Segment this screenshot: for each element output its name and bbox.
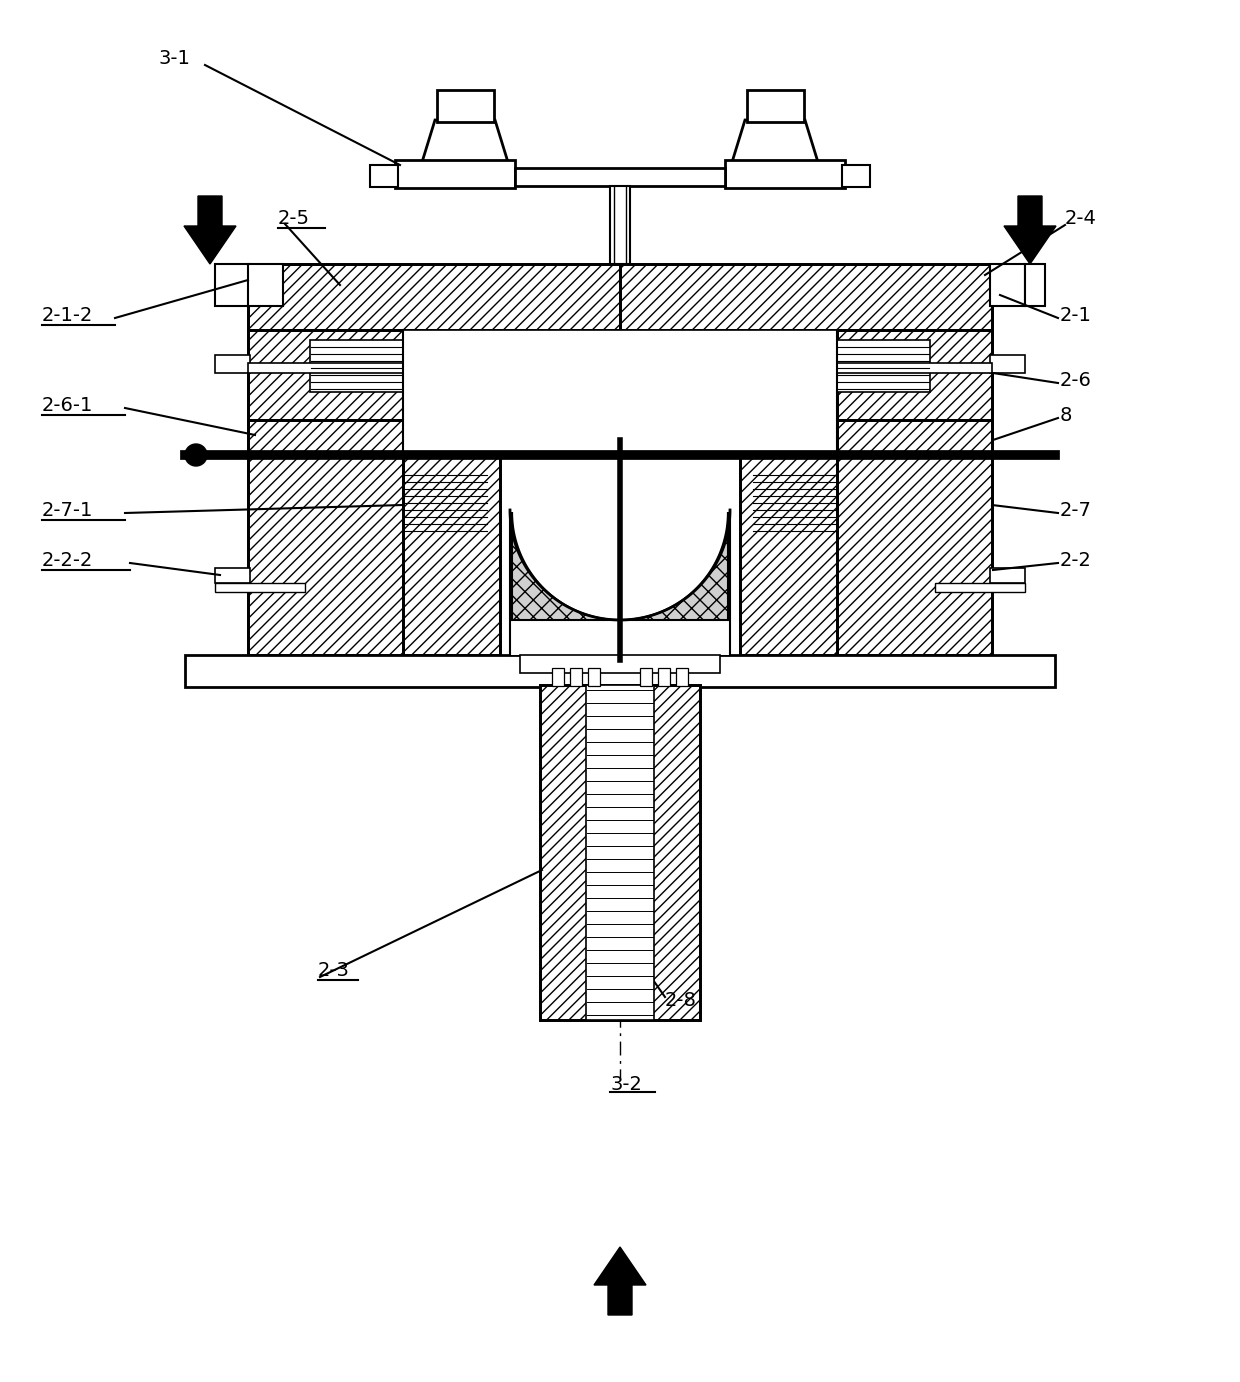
Bar (990, 264, 1025, 305)
Bar (837, 455, 992, 655)
Bar (1025, 264, 1045, 305)
Text: 2-2: 2-2 (1060, 550, 1092, 569)
Bar (746, 90, 804, 122)
Bar (620, 264, 992, 330)
Bar (570, 668, 582, 685)
Bar (539, 685, 701, 1020)
Bar (588, 668, 600, 685)
Bar (403, 330, 837, 455)
Text: 2-3: 2-3 (317, 960, 350, 980)
Bar (837, 340, 930, 392)
Bar (403, 455, 500, 655)
Bar (403, 468, 489, 533)
Text: 2-4: 2-4 (1065, 209, 1097, 228)
Bar (248, 330, 403, 455)
Polygon shape (415, 120, 515, 185)
Bar (248, 363, 418, 373)
Bar (215, 568, 250, 583)
Bar (248, 330, 403, 455)
Bar (248, 264, 620, 330)
Bar (515, 169, 725, 187)
Text: 2-7: 2-7 (1060, 500, 1092, 520)
Bar (837, 420, 992, 455)
Bar (842, 164, 870, 187)
Bar (676, 668, 688, 685)
Bar (215, 264, 250, 305)
Text: 2-6: 2-6 (1060, 370, 1092, 390)
Bar (539, 685, 701, 1020)
Text: 2-1: 2-1 (1060, 305, 1092, 325)
Bar (248, 455, 403, 655)
Bar (552, 668, 564, 685)
Polygon shape (510, 510, 730, 655)
Circle shape (185, 444, 207, 466)
Polygon shape (725, 120, 825, 185)
Bar (520, 655, 720, 673)
Bar (740, 455, 837, 655)
Bar (751, 468, 837, 533)
Bar (610, 187, 630, 264)
Bar (837, 420, 992, 455)
Bar (837, 455, 992, 655)
Bar (990, 355, 1025, 373)
Bar (620, 264, 992, 330)
Bar (837, 330, 992, 455)
Text: 2-6-1: 2-6-1 (42, 395, 93, 415)
Bar (310, 340, 403, 392)
Text: 2-5: 2-5 (278, 209, 310, 228)
Text: 2-7-1: 2-7-1 (42, 500, 93, 520)
Bar (822, 363, 992, 373)
FancyArrow shape (1004, 196, 1056, 264)
Text: 2-1-2: 2-1-2 (42, 305, 93, 325)
Bar (436, 90, 494, 122)
Bar (935, 583, 1025, 591)
Text: 3-2: 3-2 (610, 1075, 642, 1095)
Bar (248, 420, 403, 455)
Bar (403, 455, 500, 655)
Bar (640, 668, 652, 685)
Bar (248, 264, 620, 330)
Bar (740, 455, 837, 655)
Bar (396, 160, 515, 188)
Bar (215, 583, 305, 591)
Text: 8: 8 (1060, 405, 1073, 424)
Bar (215, 355, 250, 373)
Bar (248, 455, 403, 655)
Bar (370, 164, 398, 187)
Text: 3-1: 3-1 (157, 48, 190, 68)
Bar (185, 655, 1055, 687)
FancyArrow shape (594, 1247, 646, 1316)
Bar (658, 668, 670, 685)
Text: 2-2-2: 2-2-2 (42, 550, 93, 569)
Text: 2-8: 2-8 (665, 991, 697, 1009)
Bar (990, 568, 1025, 583)
Polygon shape (512, 511, 728, 621)
Bar (248, 264, 283, 305)
Bar (587, 685, 653, 1020)
Bar (725, 160, 844, 188)
Bar (248, 420, 403, 455)
Bar (837, 330, 992, 455)
FancyArrow shape (184, 196, 236, 264)
